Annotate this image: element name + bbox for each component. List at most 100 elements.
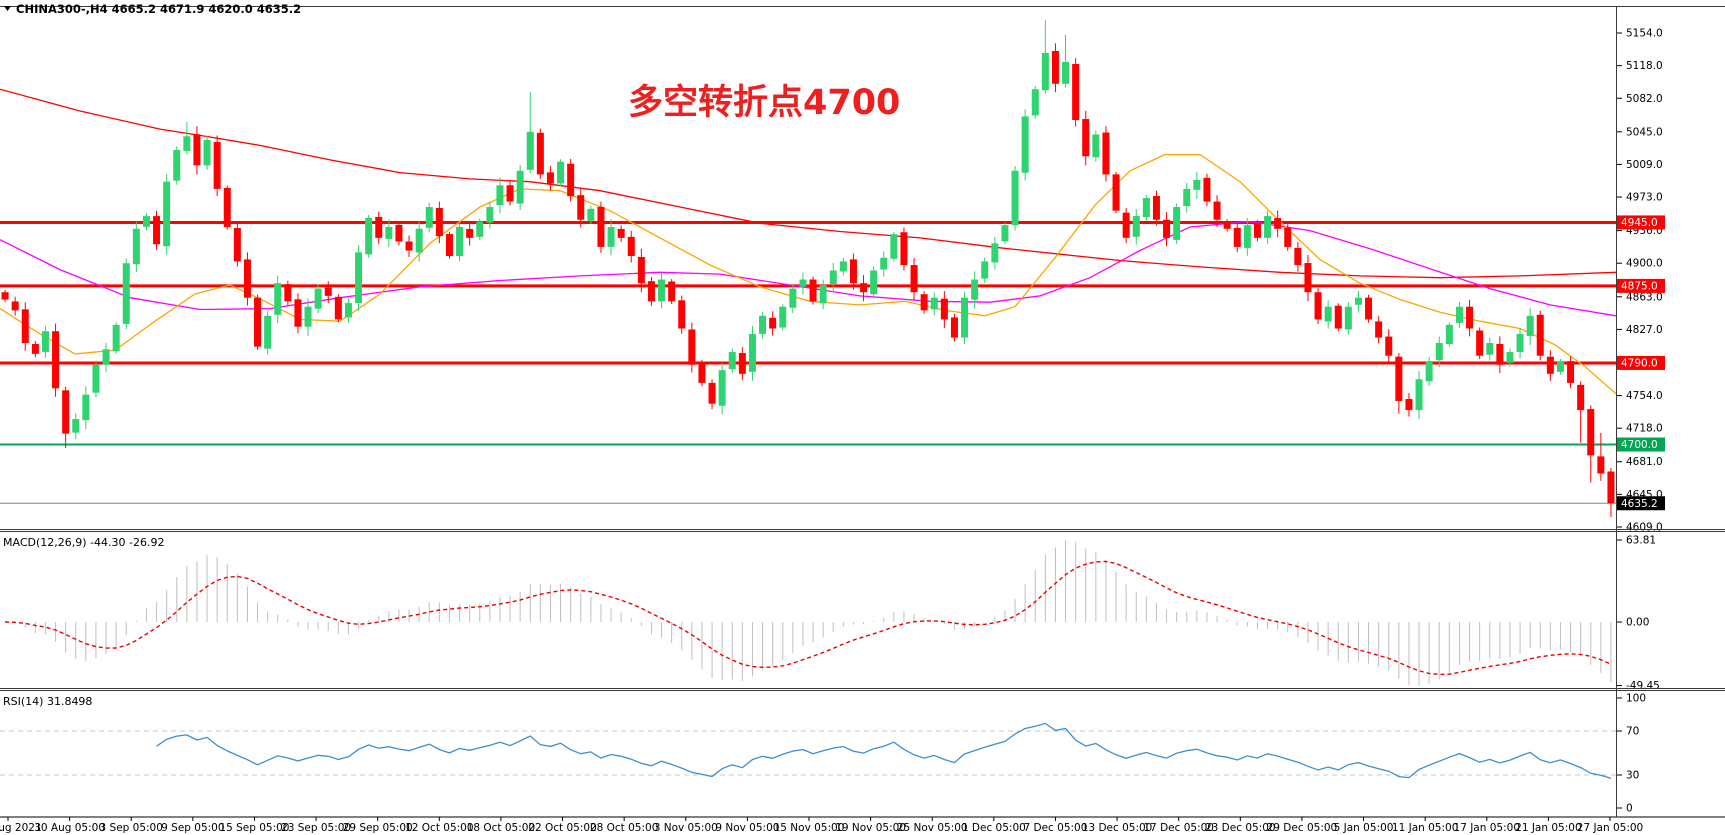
- symbol-dropdown-icon[interactable]: [4, 6, 11, 11]
- candle-body: [1526, 315, 1534, 336]
- time-tick-label: 15 Sep 05:00: [219, 822, 289, 834]
- candle-body: [1152, 195, 1160, 220]
- candle-body: [708, 382, 716, 404]
- horizontal-levels: [0, 220, 1616, 504]
- price-tick-label: 4681.0: [1626, 456, 1663, 468]
- ma-medium-magenta: [0, 220, 1617, 317]
- candle-body: [1173, 207, 1181, 240]
- candle-body: [870, 270, 878, 295]
- candle-body: [849, 259, 857, 284]
- chart-title: CHINA300-,H4 4665.2 4671.9 4620.0 4635.2: [16, 2, 301, 16]
- rsi-axis-label: 100: [1626, 693, 1646, 705]
- candle-body: [92, 364, 100, 393]
- candle-body: [536, 132, 544, 175]
- candle-body: [920, 294, 928, 311]
- candle-body: [233, 227, 241, 262]
- time-tick-label: 25 Nov 05:00: [897, 822, 968, 834]
- time-tick-label: 21 Jan 05:00: [1515, 822, 1581, 834]
- candle-body: [142, 216, 150, 227]
- candle-body: [1304, 263, 1312, 293]
- candle-body: [546, 172, 554, 184]
- time-tick-label: 1 Dec 05:00: [962, 822, 1026, 834]
- price-badge: [1617, 215, 1665, 230]
- macd-plot-area[interactable]: [0, 533, 1616, 688]
- candle-body: [1435, 342, 1443, 361]
- candle-body: [52, 331, 60, 389]
- time-tick-label: 9 Sep 05:00: [161, 822, 224, 834]
- time-tick-label: 19 Nov 05:00: [835, 822, 906, 834]
- candle-body: [1051, 50, 1059, 84]
- candle-body: [759, 315, 767, 334]
- candle-body: [1112, 174, 1120, 211]
- candle-body: [557, 161, 565, 184]
- price-scale-area[interactable]: [1617, 7, 1725, 817]
- macd-label: MACD(12,26,9) -44.30 -26.92: [3, 536, 164, 549]
- candle-body: [1476, 330, 1484, 356]
- time-tick-label: 13 Dec 05:00: [1082, 822, 1153, 834]
- time-tick-label: 12 Oct 05:00: [405, 822, 473, 834]
- time-tick-label: 24 Aug 2021: [0, 822, 42, 834]
- candle-body: [1587, 409, 1595, 456]
- macd-panel: [4, 540, 1612, 686]
- candle-body: [860, 283, 868, 293]
- candle-body: [72, 419, 80, 433]
- candle-body: [173, 149, 181, 181]
- candle-body: [1041, 52, 1049, 91]
- candle-body: [395, 224, 403, 242]
- candle-body: [193, 134, 201, 166]
- candle-body: [334, 296, 342, 320]
- price-badge-label: 4635.2: [1621, 498, 1658, 510]
- price-tick-label: 5154.0: [1626, 28, 1663, 40]
- time-tick-label: 27 Jan 05:00: [1577, 822, 1643, 834]
- candle-body: [1203, 177, 1211, 202]
- candle-body: [294, 299, 302, 327]
- ma-fast-orange: [0, 153, 1617, 395]
- candle-body: [991, 243, 999, 263]
- candle-body: [1506, 352, 1514, 363]
- main-plot-area[interactable]: [0, 7, 1616, 528]
- candle-body: [486, 207, 494, 223]
- candle-body: [1193, 179, 1201, 190]
- price-tick-label: 4754.0: [1626, 390, 1663, 402]
- candle-body: [668, 281, 676, 302]
- candle-body: [1092, 134, 1100, 158]
- time-tick-label: 30 Aug 05:00: [34, 822, 105, 834]
- candle-body: [1294, 247, 1302, 266]
- candle-body: [1597, 456, 1605, 474]
- candle-body: [617, 228, 625, 238]
- candle-body: [1314, 292, 1322, 320]
- candle-body: [1031, 89, 1039, 116]
- rsi-plot-area[interactable]: [0, 692, 1616, 817]
- candle-body: [1, 292, 9, 300]
- candle-body: [1344, 306, 1352, 330]
- price-scale[interactable]: 5154.05118.05082.05045.05009.04973.04936…: [1617, 28, 1665, 815]
- rsi-axis-label: 0: [1626, 803, 1633, 815]
- candle-body: [1556, 361, 1564, 372]
- candle-body: [1072, 63, 1080, 121]
- candle-body: [41, 331, 49, 352]
- candle-body: [1577, 384, 1585, 411]
- price-badge-label: 4875.0: [1621, 280, 1658, 292]
- candle-body: [1415, 379, 1423, 411]
- candle-body: [476, 221, 484, 237]
- candle-body: [799, 279, 807, 287]
- candle-body: [183, 136, 191, 151]
- candle-body: [950, 317, 958, 338]
- candle-body: [819, 284, 827, 304]
- price-badge: [1617, 355, 1665, 370]
- candle-body: [981, 261, 989, 279]
- time-tick-label: 3 Sep 05:00: [100, 822, 163, 834]
- candle-body: [516, 170, 524, 204]
- candle-body: [1486, 342, 1494, 355]
- time-tick-label: 23 Sep 05:00: [281, 822, 351, 834]
- candle-body: [102, 349, 110, 365]
- time-tick-label: 11 Jan 05:00: [1392, 822, 1458, 834]
- candle-body: [1375, 321, 1383, 338]
- candle-body: [21, 309, 29, 343]
- candle-body: [1546, 356, 1554, 374]
- rsi-axis-label: 70: [1626, 726, 1639, 738]
- time-axis-area[interactable]: [0, 818, 1725, 835]
- candle-body: [415, 228, 423, 253]
